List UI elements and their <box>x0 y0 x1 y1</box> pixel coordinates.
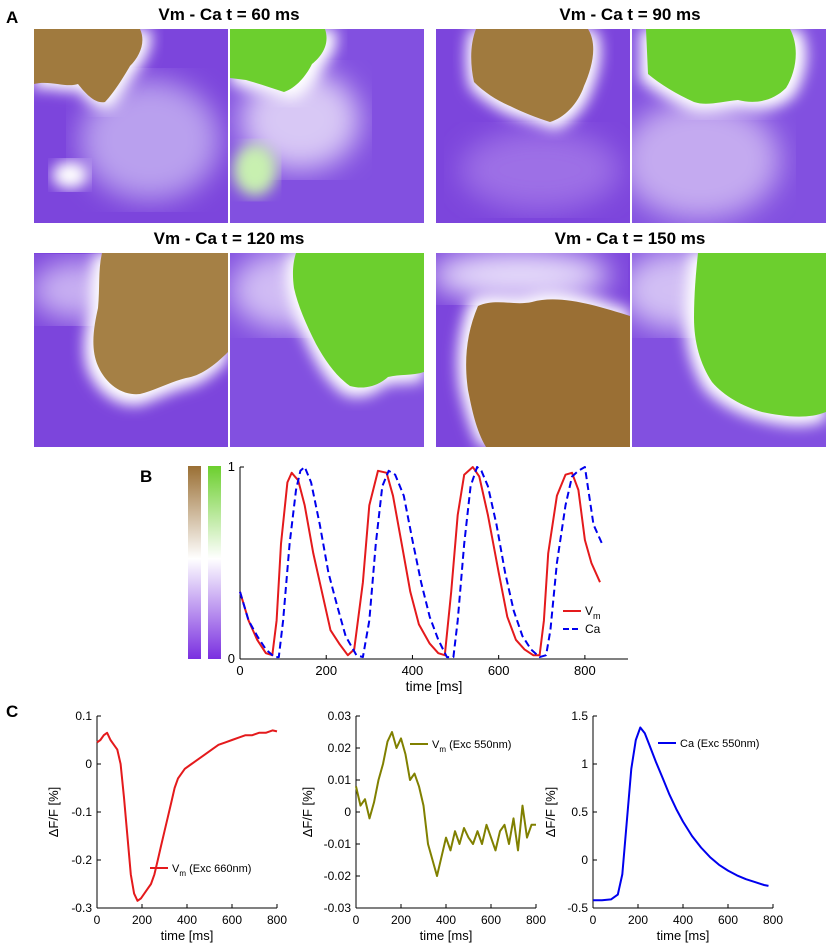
x-tick-label: 0 <box>590 913 597 927</box>
x-axis-label: time [ms] <box>161 928 214 943</box>
x-tick-label: 0 <box>236 663 243 678</box>
legend-entry: Ca (Exc 550nm) <box>680 738 759 750</box>
series-line-v <box>239 466 601 657</box>
x-tick-label: 0 <box>353 913 360 927</box>
x-tick-label: 600 <box>488 663 510 678</box>
x-tick-label: 800 <box>526 913 546 927</box>
map-title-90ms: Vm - Ca t = 90 ms <box>559 5 701 24</box>
colorbar-vm <box>188 466 201 659</box>
map-ca-150ms <box>632 253 826 447</box>
y-tick-label: 0 <box>344 805 351 819</box>
y-tick-label: -0.2 <box>71 853 92 867</box>
x-tick-label: 400 <box>673 913 693 927</box>
x-tick-label: 200 <box>628 913 648 927</box>
map-ca-90ms <box>632 29 826 223</box>
x-tick-label: 400 <box>436 913 456 927</box>
x-axis-label: time [ms] <box>657 928 710 943</box>
x-tick-label: 200 <box>315 663 337 678</box>
panel-label-c: C <box>6 702 19 721</box>
chart-c-vm-660nm: 0 200 400 600 800 0.1 0 -0.1 -0.2 -0.3 time [ms] ΔF… <box>46 709 287 943</box>
legend-entry: Vm (Exc 550nm) <box>432 739 511 754</box>
map-vm-120ms <box>34 253 228 447</box>
x-tick-label: 400 <box>177 913 197 927</box>
map-ca-60ms <box>230 29 424 223</box>
x-tick-label: 600 <box>222 913 242 927</box>
x-tick-label: 0 <box>94 913 101 927</box>
series-line-ca <box>239 466 604 659</box>
y-tick-label: 0.5 <box>571 805 588 819</box>
map-vm-150ms <box>436 253 630 447</box>
x-tick-label: 600 <box>481 913 501 927</box>
map-title-60ms: Vm - Ca t = 60 ms <box>158 5 300 24</box>
x-tick-label: 400 <box>402 663 424 678</box>
y-tick-label: -0.1 <box>71 805 92 819</box>
x-tick-label: 200 <box>132 913 152 927</box>
y-tick-label: 1 <box>581 757 588 771</box>
panel-label-b: B <box>140 467 153 486</box>
y-tick-label: -0.01 <box>324 837 352 851</box>
y-tick-label: 1 <box>228 459 235 474</box>
series-line-v <box>355 731 536 877</box>
series-line-v <box>96 729 278 902</box>
map-title-120ms: Vm - Ca t = 120 ms <box>153 229 305 248</box>
panel-label-a: A <box>6 8 19 27</box>
legend-entry: Vm <box>585 604 601 621</box>
y-axis-label: ΔF/F [%] <box>543 787 558 838</box>
y-tick-label: -0.02 <box>324 869 352 883</box>
colorbar-ca <box>208 466 221 659</box>
y-tick-label: 1.5 <box>571 709 588 723</box>
y-axis-label: ΔF/F [%] <box>300 787 315 838</box>
y-tick-label: 0 <box>85 757 92 771</box>
y-tick-label: 0.1 <box>75 709 92 723</box>
y-tick-label: 0.03 <box>328 709 352 723</box>
map-ca-120ms <box>230 253 424 447</box>
x-tick-label: 600 <box>718 913 738 927</box>
x-tick-label: 800 <box>763 913 783 927</box>
y-tick-label: 0.02 <box>328 741 352 755</box>
y-tick-label: -0.03 <box>324 901 352 915</box>
y-tick-label: 0 <box>581 853 588 867</box>
y-axis-label: ΔF/F [%] <box>46 787 61 838</box>
x-axis-label: time [ms] <box>406 678 463 694</box>
y-tick-label: 0 <box>228 651 235 666</box>
x-axis-label: time [ms] <box>420 928 473 943</box>
x-tick-label: 800 <box>267 913 287 927</box>
chart-c-vm-550nm: 0 200 400 600 800 0.03 0.02 0.01 0 -0.01 -0.02 -0.0… <box>300 709 546 943</box>
map-vm-90ms <box>436 29 630 223</box>
map-title-150ms: Vm - Ca t = 150 ms <box>554 229 706 248</box>
x-tick-label: 200 <box>391 913 411 927</box>
map-vm-60ms <box>34 29 228 223</box>
y-tick-label: 0.01 <box>328 773 352 787</box>
legend-entry: Ca <box>585 622 601 636</box>
series-line-ca <box>593 726 769 902</box>
legend-entry: Vm (Exc 660nm) <box>172 863 251 878</box>
x-tick-label: 800 <box>574 663 596 678</box>
y-tick-label: -0.5 <box>567 901 588 915</box>
y-tick-label: -0.3 <box>71 901 92 915</box>
